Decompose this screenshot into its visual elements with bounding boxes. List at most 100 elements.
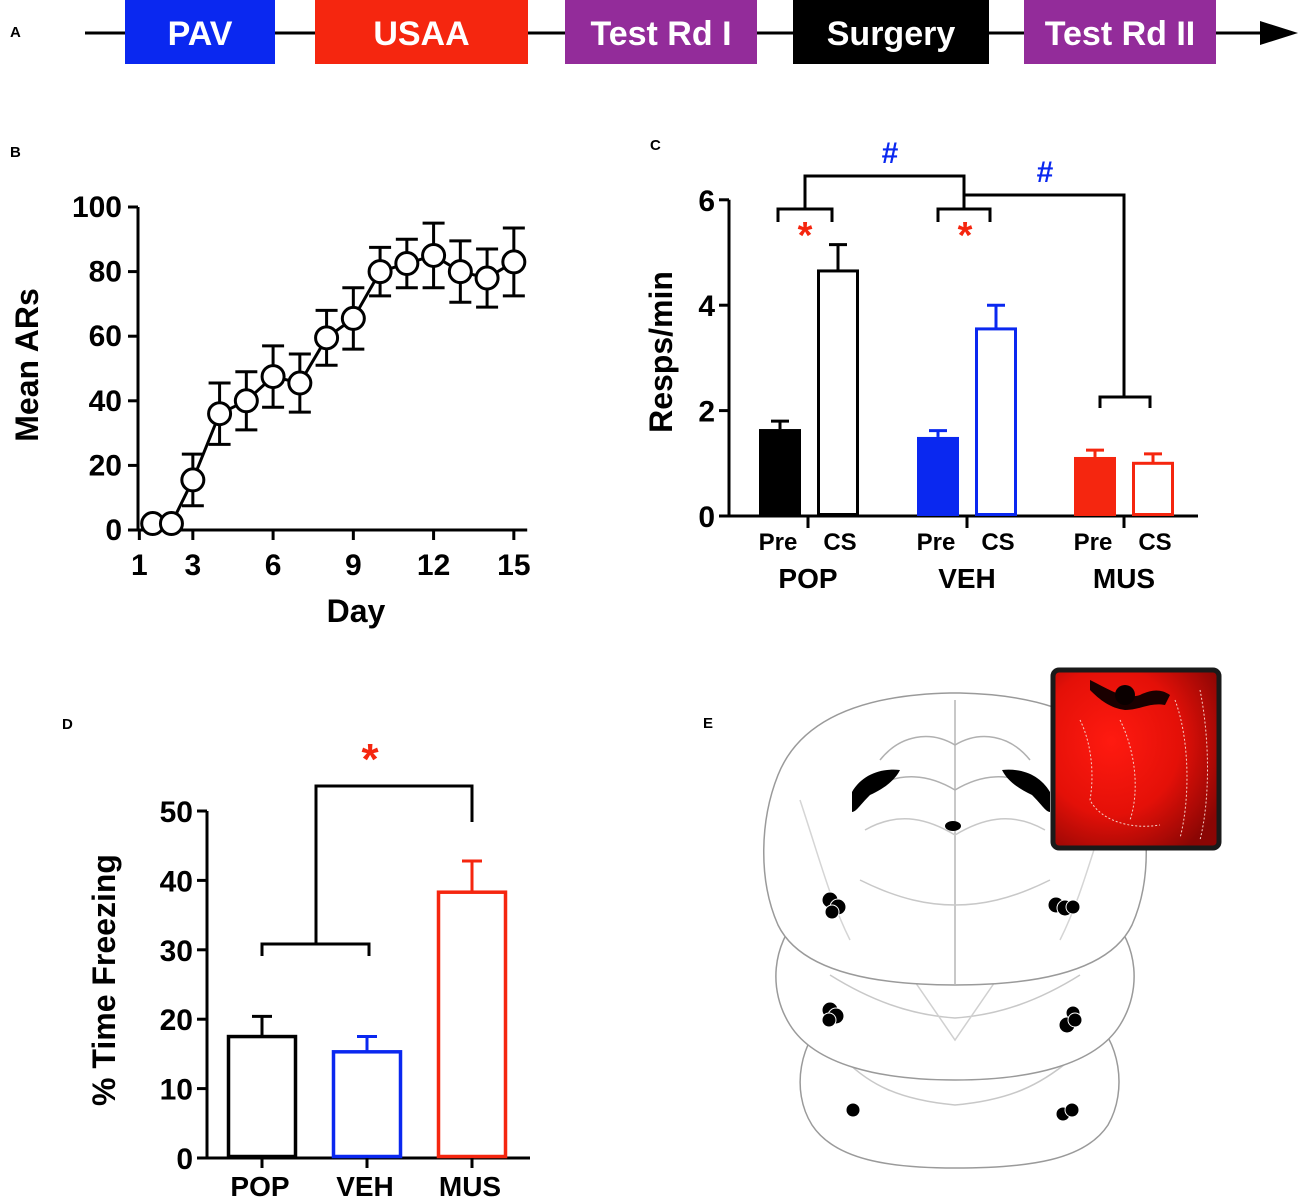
panel-b-x-tick-label: 9 [345,549,362,582]
panel-c-group-label: MUS [1093,563,1155,594]
panel-c-bar-cs [1132,461,1174,516]
timeline-stage-label: Test Rd II [1045,15,1196,53]
panel-d-bracket-vs-mus [314,784,474,944]
timeline: PAV USAA Test Rd I Surgery Test Rd II [85,0,1298,64]
timeline-stage: Surgery [793,0,989,64]
panel-b-data-point [260,364,286,390]
panel-c-y-tick-label: 0 [698,501,715,534]
panel-c-bar-pre [1074,456,1116,516]
panel-d-category: VEH [331,1035,403,1202]
panel-d-category-label: POP [230,1171,289,1202]
panel-d-category-label: VEH [336,1171,394,1202]
panel-b-data-point [447,259,473,285]
panel-b-data-point [367,259,393,285]
panel-c-significance-brackets [776,174,1152,408]
timeline-stage-label: USAA [373,15,469,53]
panel-b-y-tick-label: 40 [89,385,122,418]
panel-d-y-axis-title: % Time Freezing [86,854,122,1106]
panel-b-data-point [207,401,233,427]
panel-b-x-tick-label: 12 [417,549,450,582]
panel-d-category: MUS [436,859,508,1202]
panel-b-y-tick-label: 60 [89,320,122,353]
panel-b-data-point [287,370,313,396]
panel-label-d: D [62,716,73,733]
panel-d-bar [226,1034,298,1159]
panel-c-sub-label: Pre [917,529,956,556]
panel-c-group: Pre CS POP [759,243,859,594]
panel-b-x-tick-label: 3 [184,549,201,582]
panel-d-y-tick-label: 50 [160,796,193,829]
panel-c-group: Pre CS VEH [917,303,1017,594]
timeline-stage: PAV [125,0,275,64]
panel-d-y-tick-label: 40 [160,865,193,898]
panel-c-y-axis-title: Resps/min [643,271,679,433]
panel-d-y-tick-label: 10 [160,1074,193,1107]
panel-d-bracket-pop-veh [260,942,371,956]
panel-c-group-label: POP [778,563,837,594]
panel-d-asterisk: * [361,735,379,784]
panel-c-y-tick-label: 4 [698,290,715,323]
panel-d-category: POP [226,1014,298,1202]
panel-c-sub-label: CS [981,529,1014,556]
panel-b-data-point [158,511,184,537]
panel-c-bar-chart: Resps/min 0 2 4 6 Pre CS POP Pre CS VEH Pre CS MUS * *… [643,137,1198,594]
panel-b-x-tick-label: 1 [131,549,148,582]
panel-c-group-label: VEH [938,563,996,594]
panel-b-y-tick-label: 100 [72,191,122,224]
lateral-ventricles [852,769,1050,831]
panel-b-data-point [421,242,447,268]
panel-label-e: E [703,715,713,732]
panel-d-bar-chart: % Time Freezing 0 10 20 30 40 50 POP VEH MUS * [86,735,530,1202]
panel-c-sub-label: Pre [759,529,798,556]
timeline-stage-label: Surgery [827,15,956,53]
panel-c-bracket-mus [1098,395,1152,408]
timeline-stage-box [315,0,528,64]
timeline-stage: Test Rd I [565,0,757,64]
timeline-stage: USAA [315,0,528,64]
panel-b-y-tick-label: 80 [89,256,122,289]
cannula-placements [821,891,1083,1122]
panel-c-y-tick-label: 2 [698,396,715,429]
panel-c-bracket-pop-veh [803,174,966,209]
panel-c-sub-label: CS [823,529,856,556]
panel-b-data-point [314,325,340,351]
panel-c-asterisk-veh: * [958,215,973,257]
panel-c-hash-veh-mus: # [1037,156,1054,189]
panel-d-category-label: MUS [439,1171,501,1202]
panel-d-y-tick-label: 20 [160,1004,193,1037]
panel-c-bar-cs [817,269,859,516]
panel-d-significance-brackets [260,784,474,956]
panel-c-sub-label: Pre [1074,529,1113,556]
timeline-stage: Test Rd II [1024,0,1216,64]
panel-d-bar [331,1050,403,1159]
panel-d-bar [436,890,508,1159]
panel-c-hash-pop-veh: # [882,137,899,170]
panel-b-x-axis-title: Day [327,593,386,629]
panel-b-line-chart: Mean ARs Day 0 20 40 60 80 100 1 3 6 9 12 15 [9,191,531,629]
timeline-stage-box [793,0,989,64]
timeline-stage-box [125,0,275,64]
panel-b-y-tick-label: 0 [105,514,122,547]
panel-b-data-point [180,467,206,493]
timeline-stage-box [1024,0,1216,64]
panel-c-group: Pre CS MUS [1074,448,1174,594]
panel-c-y-tick-label: 6 [698,185,715,218]
timeline-arrow-icon [1260,21,1298,45]
panel-b-y-axis-title: Mean ARs [9,288,45,442]
panel-c-asterisk-pop: * [798,215,813,257]
panel-c-bar-pre [917,436,959,516]
panel-c-sub-label: CS [1138,529,1171,556]
panel-b-data-point [501,249,527,275]
panel-label-b: B [10,144,21,161]
timeline-stage-label: PAV [168,15,233,53]
panel-d-y-tick-label: 30 [160,935,193,968]
panel-c-bracket-veh-mus [962,193,1126,397]
panel-b-x-tick-label: 6 [265,549,282,582]
panel-label-a: A [10,24,21,41]
panel-b-x-tick-label: 15 [497,549,530,582]
histology-inset [1050,667,1222,851]
panel-b-data-point [394,251,420,277]
panel-b-data-point [340,305,366,331]
panel-c-bar-cs [975,327,1017,517]
